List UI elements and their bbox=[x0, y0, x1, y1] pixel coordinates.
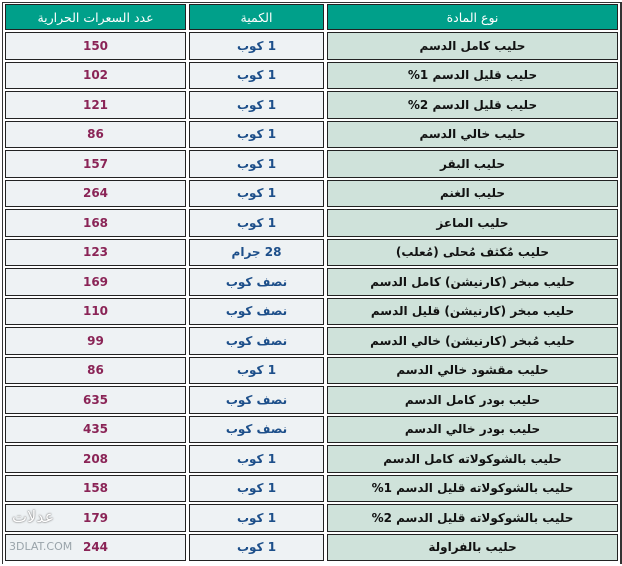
table-row: حليب مُكثف مُحلى (مُعلب) 28 جرام 123 bbox=[5, 238, 618, 266]
cell-quantity: 1 كوب bbox=[189, 32, 324, 60]
cell-quantity: نصف كوب bbox=[189, 415, 324, 443]
cell-name: حليب بالشوكولاته كامل الدسم bbox=[327, 445, 618, 473]
table-row: حليب قليل الدسم 2% 1 كوب 121 bbox=[5, 91, 618, 119]
cell-quantity: نصف كوب bbox=[189, 327, 324, 355]
cell-name: حليب بودر خالي الدسم bbox=[327, 415, 618, 443]
cell-calories: 121 bbox=[5, 91, 186, 119]
cell-calories: 86 bbox=[5, 356, 186, 384]
cell-calories: 158 bbox=[5, 474, 186, 502]
cell-name: حليب خالي الدسم bbox=[327, 120, 618, 148]
cell-name: حليب بالشوكولاته قليل الدسم 2% bbox=[327, 504, 618, 532]
cell-name: حليب قليل الدسم 2% bbox=[327, 91, 618, 119]
table-row: حليب بالشوكولاته قليل الدسم 2% 1 كوب 179 bbox=[5, 504, 618, 532]
cell-name: حليب مُكثف مُحلى (مُعلب) bbox=[327, 238, 618, 266]
table-row: حليب بالشوكولاته كامل الدسم 1 كوب 208 bbox=[5, 445, 618, 473]
cell-calories: 110 bbox=[5, 297, 186, 325]
table-row: حليب بودر خالي الدسم نصف كوب 435 bbox=[5, 415, 618, 443]
header-row: نوع المادة الكمية عدد السعرات الحرارية bbox=[5, 4, 618, 30]
cell-name: حليب مُبخر (كارنيشن) خالي الدسم bbox=[327, 327, 618, 355]
cell-quantity: 1 كوب bbox=[189, 533, 324, 561]
header-calories: عدد السعرات الحرارية bbox=[5, 4, 186, 30]
cell-quantity: 1 كوب bbox=[189, 61, 324, 89]
table-row: حليب قليل الدسم 1% 1 كوب 102 bbox=[5, 61, 618, 89]
cell-name: حليب الماعز bbox=[327, 209, 618, 237]
header-quantity: الكمية bbox=[189, 4, 324, 30]
cell-name: حليب بودر كامل الدسم bbox=[327, 386, 618, 414]
cell-name: حليب البقر bbox=[327, 150, 618, 178]
cell-calories: 150 bbox=[5, 32, 186, 60]
cell-calories: 179 bbox=[5, 504, 186, 532]
cell-quantity: 1 كوب bbox=[189, 179, 324, 207]
cell-calories: 86 bbox=[5, 120, 186, 148]
table-row: حليب مبخر (كارنيشن) قليل الدسم نصف كوب 110 bbox=[5, 297, 618, 325]
cell-calories: 169 bbox=[5, 268, 186, 296]
cell-quantity: نصف كوب bbox=[189, 386, 324, 414]
cell-quantity: نصف كوب bbox=[189, 297, 324, 325]
table-row: حليب الغنم 1 كوب 264 bbox=[5, 179, 618, 207]
cell-quantity: 1 كوب bbox=[189, 356, 324, 384]
cell-name: حليب كامل الدسم bbox=[327, 32, 618, 60]
table-row: حليب بالشوكولاته قليل الدسم 1% 1 كوب 158 bbox=[5, 474, 618, 502]
table-row: حليب البقر 1 كوب 157 bbox=[5, 150, 618, 178]
cell-name: حليب بالشوكولاته قليل الدسم 1% bbox=[327, 474, 618, 502]
table-row: حليب مُبخر (كارنيشن) خالي الدسم نصف كوب 99 bbox=[5, 327, 618, 355]
cell-name: حليب بالفراولة bbox=[327, 533, 618, 561]
table-row: حليب الماعز 1 كوب 168 bbox=[5, 209, 618, 237]
header-name: نوع المادة bbox=[327, 4, 618, 30]
watermark-site: 3DLAT.COM bbox=[9, 540, 72, 554]
cell-quantity: 1 كوب bbox=[189, 120, 324, 148]
cell-quantity: 1 كوب bbox=[189, 209, 324, 237]
table-row: حليب كامل الدسم 1 كوب 150 bbox=[5, 32, 618, 60]
cell-quantity: نصف كوب bbox=[189, 268, 324, 296]
cell-quantity: 1 كوب bbox=[189, 474, 324, 502]
cell-calories: 264 bbox=[5, 179, 186, 207]
cell-quantity: 1 كوب bbox=[189, 504, 324, 532]
cell-calories: 635 bbox=[5, 386, 186, 414]
table-row: حليب خالي الدسم 1 كوب 86 bbox=[5, 120, 618, 148]
cell-name: حليب الغنم bbox=[327, 179, 618, 207]
cell-quantity: 1 كوب bbox=[189, 91, 324, 119]
table-row: حليب مبخر (كارنيشن) كامل الدسم نصف كوب 169 bbox=[5, 268, 618, 296]
watermark-logo: عدلات bbox=[12, 507, 55, 526]
cell-name: حليب مقشود خالي الدسم bbox=[327, 356, 618, 384]
cell-calories: 99 bbox=[5, 327, 186, 355]
cell-calories: 244 bbox=[5, 533, 186, 561]
table-row: حليب مقشود خالي الدسم 1 كوب 86 bbox=[5, 356, 618, 384]
cell-calories: 123 bbox=[5, 238, 186, 266]
watermark-site-text: 3DLAT.COM bbox=[9, 540, 73, 553]
table-row: حليب بالفراولة 1 كوب 244 bbox=[5, 533, 618, 561]
cell-calories: 435 bbox=[5, 415, 186, 443]
cell-name: حليب مبخر (كارنيشن) كامل الدسم bbox=[327, 268, 618, 296]
table-row: حليب بودر كامل الدسم نصف كوب 635 bbox=[5, 386, 618, 414]
cell-name: حليب قليل الدسم 1% bbox=[327, 61, 618, 89]
cell-name: حليب مبخر (كارنيشن) قليل الدسم bbox=[327, 297, 618, 325]
cell-quantity: 1 كوب bbox=[189, 150, 324, 178]
cell-calories: 102 bbox=[5, 61, 186, 89]
cell-calories: 208 bbox=[5, 445, 186, 473]
cell-calories: 168 bbox=[5, 209, 186, 237]
cell-calories: 157 bbox=[5, 150, 186, 178]
cell-quantity: 28 جرام bbox=[189, 238, 324, 266]
cell-quantity: 1 كوب bbox=[189, 445, 324, 473]
